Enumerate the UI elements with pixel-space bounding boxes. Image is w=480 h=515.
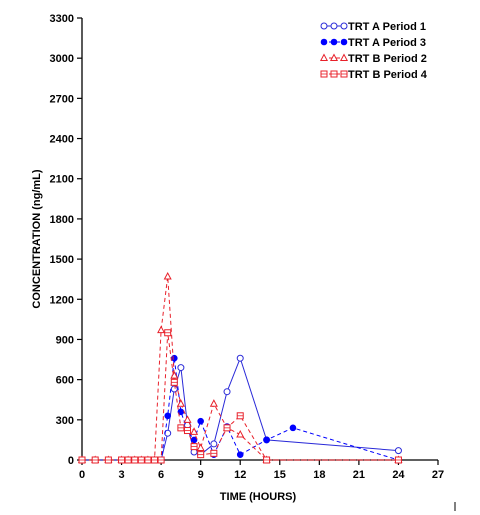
series-1 <box>78 354 402 464</box>
data-point <box>177 424 185 432</box>
data-point <box>170 354 178 362</box>
legend-marker <box>339 53 349 61</box>
y-axis-title: CONCENTRATION (ng/mL) <box>31 169 43 308</box>
data-point <box>157 456 165 464</box>
data-point <box>209 399 218 407</box>
series-line <box>82 356 399 461</box>
data-point <box>223 424 231 432</box>
data-point <box>104 456 112 464</box>
x-axis-title: TIME (HOURS) <box>220 491 297 503</box>
y-tick-label: 2700 <box>50 93 74 105</box>
legend-marker <box>330 70 338 78</box>
series-line <box>82 332 399 461</box>
legend-label: TRT A Period 1 <box>348 21 426 33</box>
legend-marker <box>329 53 339 61</box>
data-point <box>131 456 139 464</box>
legend-marker <box>340 70 348 78</box>
x-tick-label: 27 <box>432 469 444 481</box>
legend-marker <box>330 38 338 46</box>
data-point <box>190 443 198 451</box>
data-point <box>176 399 185 407</box>
y-tick-label: 2100 <box>50 174 74 186</box>
data-point <box>210 449 218 457</box>
y-tick-label: 300 <box>56 415 74 427</box>
data-point <box>196 443 205 451</box>
data-point <box>210 440 218 448</box>
data-point <box>183 415 192 423</box>
data-point <box>183 427 191 435</box>
series-layer <box>77 271 403 464</box>
data-point <box>236 429 245 438</box>
legend-marker <box>340 38 348 46</box>
data-point <box>263 456 271 464</box>
data-point <box>170 371 179 379</box>
ticks: 0300600900120015001800210024002700300033… <box>50 13 445 481</box>
x-tick-label: 3 <box>118 469 124 481</box>
x-tick-label: 9 <box>198 469 204 481</box>
data-point <box>236 451 244 458</box>
data-point <box>190 427 199 435</box>
data-point <box>157 325 166 334</box>
data-point <box>163 271 172 280</box>
x-tick-label: 6 <box>158 469 164 481</box>
data-point <box>151 456 159 464</box>
legend-marker <box>319 53 329 61</box>
x-tick-label: 15 <box>274 469 286 481</box>
data-point <box>197 451 205 459</box>
legend-item: TRT B Period 2 <box>319 53 427 65</box>
data-point <box>91 456 99 464</box>
x-tick-label: 0 <box>79 469 85 481</box>
y-tick-label: 2400 <box>50 134 74 146</box>
data-point <box>164 412 172 420</box>
x-tick-label: 24 <box>392 469 405 481</box>
data-point <box>118 456 126 464</box>
data-point <box>197 417 204 425</box>
y-tick-label: 0 <box>68 455 74 467</box>
legend-marker <box>320 70 328 78</box>
legend-item: TRT A Period 3 <box>320 37 426 49</box>
legend-label: TRT B Period 2 <box>348 53 427 65</box>
series-line <box>82 276 399 461</box>
series-3 <box>77 271 403 463</box>
x-tick-label: 18 <box>313 469 325 481</box>
data-point <box>144 456 152 464</box>
legend-item: TRT A Period 1 <box>320 21 426 33</box>
data-point <box>164 329 172 337</box>
legend-label: TRT A Period 3 <box>348 37 426 49</box>
y-tick-label: 1200 <box>50 294 74 306</box>
x-tick-label: 12 <box>234 469 246 481</box>
y-tick-label: 1800 <box>50 214 74 226</box>
legend: TRT A Period 1 TRT A Period 3 TRT B Period… <box>319 21 428 81</box>
y-tick-label: 600 <box>56 375 74 387</box>
data-point <box>124 456 132 464</box>
y-tick-label: 1500 <box>50 254 74 266</box>
data-point <box>236 412 244 420</box>
data-point <box>170 378 178 386</box>
data-point <box>223 388 231 396</box>
series-line <box>82 358 399 461</box>
y-tick-label: 3300 <box>50 13 74 25</box>
data-point <box>137 456 145 464</box>
data-point <box>394 456 402 464</box>
legend-marker <box>340 22 348 30</box>
data-point <box>236 354 244 362</box>
data-point <box>289 424 297 432</box>
data-point <box>177 364 185 372</box>
series-4 <box>78 329 402 464</box>
legend-marker <box>330 22 338 30</box>
axes <box>81 18 438 461</box>
data-point <box>190 436 198 444</box>
y-tick-label: 3000 <box>50 53 74 65</box>
legend-label: TRT B Period 4 <box>348 69 428 81</box>
data-point <box>78 456 86 464</box>
data-point <box>394 447 402 455</box>
legend-marker <box>320 38 328 46</box>
legend-item: TRT B Period 4 <box>320 69 428 81</box>
x-tick-label: 21 <box>353 469 365 481</box>
data-point <box>263 436 270 444</box>
legend-marker <box>320 22 328 30</box>
y-tick-label: 900 <box>56 334 74 346</box>
data-point <box>170 385 178 393</box>
